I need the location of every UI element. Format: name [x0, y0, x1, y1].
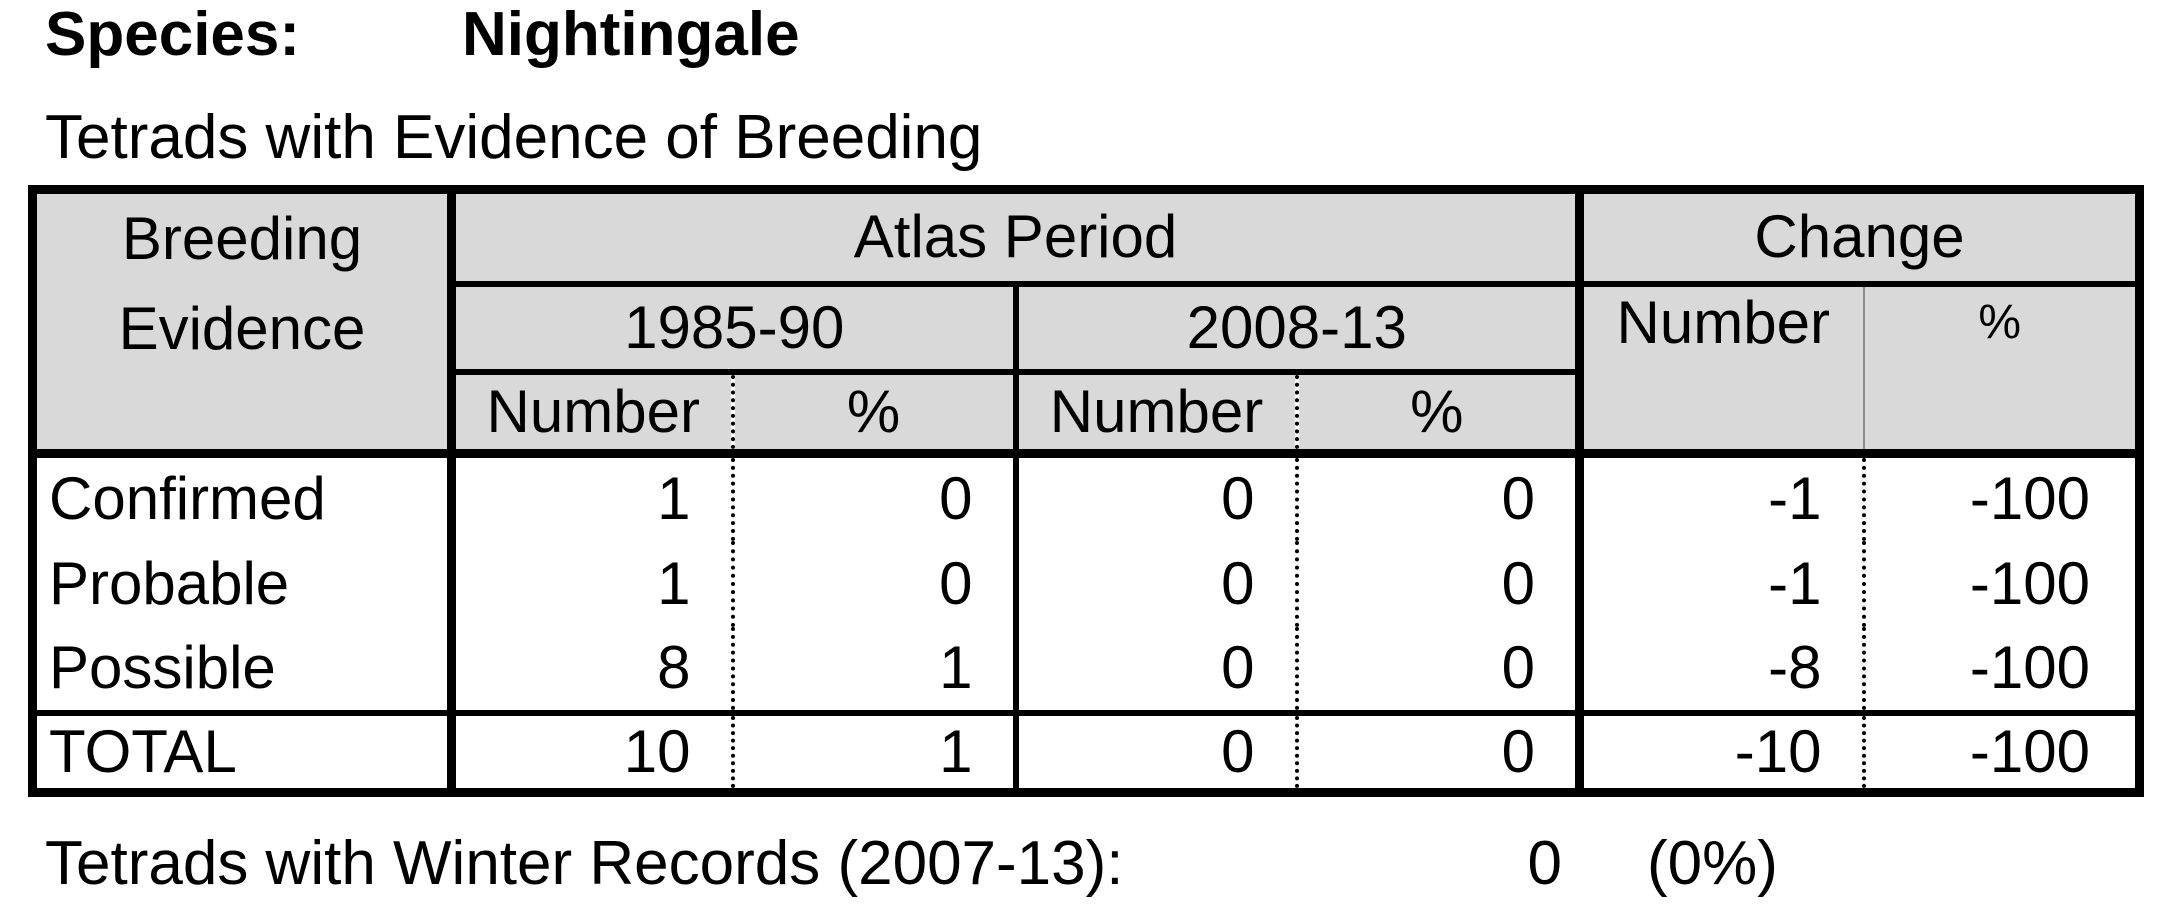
cell-p1-percent: 0	[730, 453, 1016, 541]
p1-percent-header: %	[730, 368, 1016, 454]
p2-number-header: Number	[1012, 368, 1297, 454]
header-row-1: Breeding Evidence Atlas Period Change	[32, 189, 2140, 454]
cell-p1-percent: 1	[730, 626, 1016, 713]
winter-records-count: 0	[1527, 829, 1562, 898]
breeding-evidence-header: Breeding Evidence	[32, 189, 452, 454]
header-row-2: 1985-90 2008-13 Number %	[33, 280, 2140, 454]
header-row-3: Number % Number %	[33, 368, 2140, 454]
breeding-evidence-header-line2: Evidence	[118, 295, 366, 362]
cell-change-number: -8	[1575, 626, 1864, 713]
breeding-evidence-table: Breeding Evidence Atlas Period Change 19…	[28, 185, 2144, 797]
period-1985-90-header: 1985-90	[447, 280, 1016, 372]
row-label: Probable	[49, 549, 290, 617]
change-number-header: Number	[1575, 280, 1864, 454]
table-subtitle: Tetrads with Evidence of Breeding	[45, 103, 983, 172]
cell-change-percent: -100	[1861, 626, 2140, 713]
table-row-probable: Probable 1 0 0 0 -1 -100	[33, 540, 2140, 627]
cell-p2-percent: 0	[1294, 626, 1580, 713]
cell-change-number: -10	[1575, 712, 1864, 793]
cell-p1-number: 10	[447, 712, 733, 793]
atlas-period-header: Atlas Period	[447, 189, 1580, 284]
breeding-evidence-header-line1: Breeding	[121, 205, 363, 272]
period-2008-13-header: 2008-13	[1012, 280, 1580, 372]
cell-p2-number: 0	[1012, 712, 1297, 793]
cell-p1-percent: 1	[730, 712, 1016, 793]
cell-p1-number: 8	[447, 626, 733, 713]
species-name: Nightingale	[462, 0, 800, 69]
p2-percent-header: %	[1294, 368, 1580, 454]
table-row-total: TOTAL 10 1 0 0 -10 -100	[32, 712, 2140, 793]
cell-p1-percent: 0	[730, 540, 1016, 627]
winter-records-percent: (0%)	[1647, 829, 1778, 898]
winter-records-label: Tetrads with Winter Records (2007-13):	[45, 829, 1124, 898]
cell-p1-number: 1	[447, 540, 733, 627]
cell-change-percent: -100	[1861, 453, 2140, 541]
table-row-confirmed: Confirmed 1 0 0 0 -1 -100	[32, 453, 2140, 541]
row-label: Confirmed	[49, 465, 326, 533]
cell-p2-percent: 0	[1294, 453, 1580, 541]
cell-change-number: -1	[1575, 540, 1864, 627]
change-header: Change	[1575, 189, 2140, 284]
cell-p2-percent: 0	[1294, 540, 1580, 627]
change-percent-header: %	[1862, 280, 2140, 454]
cell-p2-percent: 0	[1294, 712, 1580, 793]
table-row-possible: Possible 8 1 0 0 -8 -100	[33, 626, 2140, 713]
cell-p2-number: 0	[1012, 626, 1297, 713]
cell-p2-number: 0	[1012, 453, 1297, 541]
cell-change-percent: -100	[1861, 712, 2140, 793]
total-label: TOTAL	[49, 717, 237, 785]
cell-p2-number: 0	[1012, 540, 1297, 627]
row-label: Possible	[49, 634, 276, 701]
cell-change-number: -1	[1575, 453, 1864, 541]
p1-number-header: Number	[447, 368, 733, 454]
cell-p1-number: 1	[447, 453, 733, 541]
cell-change-percent: -100	[1861, 540, 2140, 627]
species-label: Species:	[45, 0, 301, 69]
